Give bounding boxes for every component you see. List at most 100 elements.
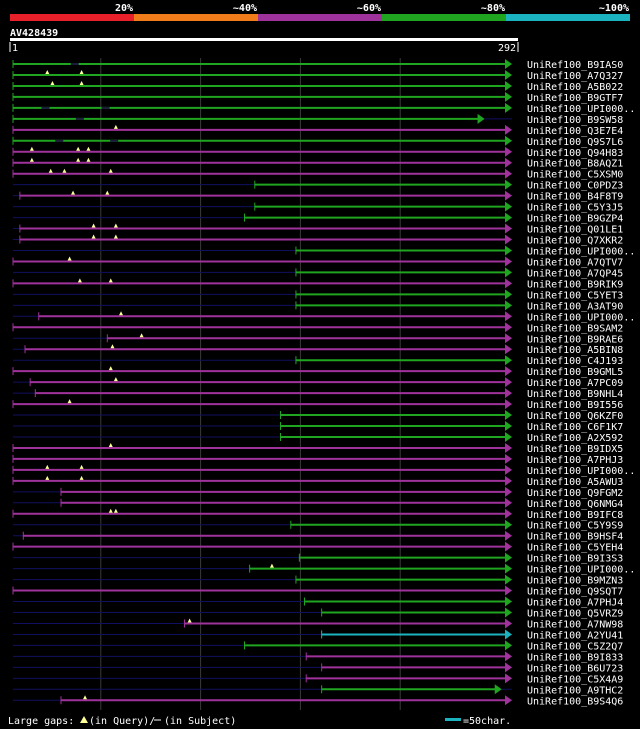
- hit-label[interactable]: UniRef100_B9IAS0: [527, 60, 623, 71]
- hit-end-arrow: [505, 124, 512, 135]
- query-id: AV428439: [10, 28, 58, 39]
- hit-label[interactable]: UniRef100_Q5VRZ9: [527, 609, 623, 620]
- hit-label[interactable]: UniRef100_B9GML5: [527, 367, 623, 378]
- query-gap-marker: [50, 80, 55, 85]
- hit-row: UniRef100_B9I3S3: [13, 552, 623, 565]
- hit-label[interactable]: UniRef100_B9GZP4: [527, 214, 623, 225]
- hit-label[interactable]: UniRef100_B4F8T9: [527, 192, 623, 203]
- query-gap-marker: [29, 157, 34, 162]
- hit-label[interactable]: UniRef100_Q3E7E4: [527, 126, 623, 137]
- hit-row: UniRef100_C6F1K7: [13, 421, 623, 433]
- hit-label[interactable]: UniRef100_Q6NMG4: [527, 499, 623, 510]
- hit-label[interactable]: UniRef100_B9GTF7: [527, 93, 623, 104]
- hit-end-arrow: [505, 366, 512, 377]
- hit-end-arrow: [505, 157, 512, 168]
- hit-label[interactable]: UniRef100_A5B022: [527, 82, 623, 93]
- hit-end-arrow: [505, 651, 512, 662]
- hit-label[interactable]: UniRef100_UPI000..: [527, 466, 635, 477]
- hit-label[interactable]: UniRef100_C5Y3J5: [527, 203, 623, 214]
- hit-end-arrow: [505, 190, 512, 201]
- hit-label[interactable]: UniRef100_C5XSM0: [527, 170, 623, 181]
- hit-label[interactable]: UniRef100_A5AWU3: [527, 477, 623, 488]
- query-gap-marker: [79, 475, 84, 480]
- hit-label[interactable]: UniRef100_B9SW58: [527, 115, 623, 126]
- hit-end-arrow: [505, 212, 512, 223]
- hit-end-arrow: [505, 245, 512, 256]
- hit-row: UniRef100_A5B022: [12, 80, 623, 93]
- hit-label[interactable]: UniRef100_C5X4A9: [527, 674, 623, 685]
- hit-label[interactable]: UniRef100_Q9SQT7: [527, 587, 623, 598]
- hit-label[interactable]: UniRef100_C5Z2Q7: [527, 641, 623, 652]
- hit-label[interactable]: UniRef100_Q9S7L6: [527, 137, 623, 148]
- hit-label[interactable]: UniRef100_B9IFC8: [527, 510, 623, 521]
- hit-label[interactable]: UniRef100_UPI000..: [527, 246, 635, 257]
- hit-label[interactable]: UniRef100_A2YU41: [527, 630, 623, 641]
- hit-label[interactable]: UniRef100_B9NHL4: [527, 389, 623, 400]
- query-gap-marker: [67, 399, 72, 404]
- hit-label[interactable]: UniRef100_Q6KZF0: [527, 411, 623, 422]
- query-gap-marker: [45, 69, 50, 74]
- hit-label[interactable]: UniRef100_C5YEH4: [527, 543, 623, 554]
- legend-swatch-4: [382, 14, 506, 21]
- hit-label[interactable]: UniRef100_A7QTV7: [527, 257, 623, 268]
- hit-label[interactable]: UniRef100_B9I3S3: [527, 554, 623, 565]
- hit-end-arrow: [505, 179, 512, 190]
- hit-label[interactable]: UniRef100_B9I556: [527, 400, 623, 411]
- hit-label[interactable]: UniRef100_B9SAM2: [527, 323, 623, 334]
- hit-label[interactable]: UniRef100_B9HSF4: [527, 532, 623, 543]
- hit-row: UniRef100_C5Y3J5: [13, 201, 623, 214]
- hit-label[interactable]: UniRef100_A7QP45: [527, 268, 623, 279]
- hit-label[interactable]: UniRef100_A7PC09: [527, 378, 623, 389]
- hit-label[interactable]: UniRef100_UPI000..: [527, 312, 635, 323]
- hit-label[interactable]: UniRef100_B9S4Q6: [527, 696, 623, 707]
- hit-label[interactable]: UniRef100_Q01LE1: [527, 225, 623, 236]
- hit-label[interactable]: UniRef100_B9MZN3: [527, 576, 623, 587]
- hit-end-arrow: [505, 102, 512, 113]
- hit-end-arrow: [505, 135, 512, 146]
- hit-label[interactable]: UniRef100_B8AQZ1: [527, 159, 623, 170]
- legend-swatch-2: [134, 14, 258, 21]
- hit-end-arrow: [505, 464, 512, 475]
- hit-label[interactable]: UniRef100_Q9FGM2: [527, 488, 623, 499]
- hit-label[interactable]: UniRef100_A3AT90: [527, 301, 623, 312]
- hit-label[interactable]: UniRef100_Q7XKR2: [527, 236, 623, 247]
- hit-label[interactable]: UniRef100_C5YET3: [527, 290, 623, 301]
- hit-label[interactable]: UniRef100_B6U723: [527, 663, 623, 674]
- hit-end-arrow: [505, 508, 512, 519]
- hit-row: UniRef100_A2X592: [13, 431, 623, 444]
- hit-end-arrow: [505, 69, 512, 80]
- hit-label[interactable]: UniRef100_C0PDZ3: [527, 181, 623, 192]
- hit-label[interactable]: UniRef100_UPI000..: [527, 104, 635, 115]
- hit-label[interactable]: UniRef100_A7PHJ4: [527, 598, 623, 609]
- hit-label[interactable]: UniRef100_C4J193: [527, 356, 623, 367]
- hit-label[interactable]: UniRef100_B9RAE6: [527, 334, 623, 345]
- query-gap-marker: [108, 442, 113, 447]
- hit-label[interactable]: UniRef100_C6F1K7: [527, 422, 623, 433]
- hit-label[interactable]: UniRef100_B9I833: [527, 652, 623, 663]
- query-gap-marker: [77, 278, 82, 283]
- hit-label[interactable]: UniRef100_A5BIN8: [527, 345, 623, 356]
- query-end-label: 292: [498, 43, 516, 54]
- query-gap-marker: [113, 377, 118, 382]
- hit-label[interactable]: UniRef100_B9RIK9: [527, 279, 623, 290]
- hit-label[interactable]: UniRef100_A9THC2: [527, 685, 623, 696]
- hit-list: UniRef100_B9IAS0UniRef100_A7Q327UniRef10…: [12, 59, 635, 707]
- query-gap-marker: [108, 366, 113, 371]
- hit-label[interactable]: UniRef100_A7NW98: [527, 619, 623, 630]
- hit-row: UniRef100_B9NHL4: [13, 388, 623, 400]
- hit-row: UniRef100_Q5VRZ9: [13, 607, 623, 620]
- hit-row: UniRef100_A7NW98: [13, 618, 623, 630]
- legend-swatch-3: [258, 14, 382, 21]
- hit-label[interactable]: UniRef100_Q94H83: [527, 148, 623, 159]
- query-gap-marker: [113, 124, 118, 129]
- hit-row: UniRef100_B6U723: [13, 662, 623, 674]
- hit-row: UniRef100_Q9S7L6: [12, 135, 623, 148]
- hit-label[interactable]: UniRef100_UPI000..: [527, 565, 635, 576]
- hit-label[interactable]: UniRef100_A7PHJ3: [527, 455, 623, 466]
- hit-label[interactable]: UniRef100_A7Q327: [527, 71, 623, 82]
- hit-label[interactable]: UniRef100_C5Y9S9: [527, 521, 623, 532]
- hit-label[interactable]: UniRef100_A2X592: [527, 433, 623, 444]
- legend-swatch-5: [506, 14, 630, 21]
- query-gap-marker: [45, 464, 50, 469]
- hit-label[interactable]: UniRef100_B9IDX5: [527, 444, 623, 455]
